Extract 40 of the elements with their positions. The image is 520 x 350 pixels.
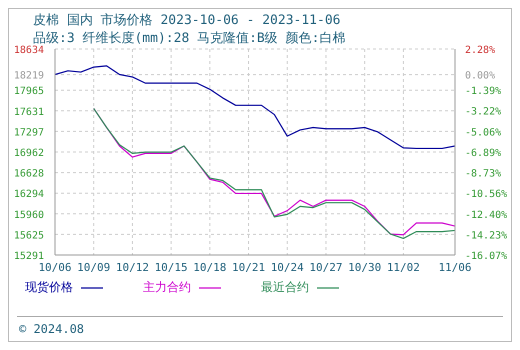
x-tick-label: 10/06 xyxy=(38,260,72,274)
x-tick-label: 10/12 xyxy=(116,260,149,274)
text: © 2024.08 xyxy=(19,322,84,336)
y-tick-label: 16294 xyxy=(14,189,44,200)
x-tick-label: 10/27 xyxy=(309,260,343,274)
chart-subtitle: 品级:3 纤维长度(mm):28 马克隆值:B级 颜色:白棉 xyxy=(33,30,346,46)
legend-label: 现货价格 xyxy=(25,279,74,296)
y-tick-label: 15960 xyxy=(14,210,44,221)
y-tick-label: 17631 xyxy=(14,106,44,118)
y2-tick-label: -6.89% xyxy=(465,148,502,159)
y2-tick-label: -12.40% xyxy=(465,210,508,221)
y-tick-label: 18634 xyxy=(14,45,44,56)
chart-title: 皮棉 国内 市场价格 2023-10-06 - 2023-11-06 xyxy=(33,12,340,29)
legend-label: 主力合约 xyxy=(143,279,192,296)
x-tick-label: 11/02 xyxy=(386,260,420,274)
y2-tick-label: -5.06% xyxy=(465,127,502,138)
x-tick-label: 10/18 xyxy=(193,260,226,274)
y-tick-label: 16628 xyxy=(14,168,44,180)
x-tick-label: 10/24 xyxy=(270,260,304,274)
y2-tick-label: -14.23% xyxy=(465,230,508,242)
y-tick-label: 18219 xyxy=(14,70,44,82)
y-tick-label: 15291 xyxy=(14,251,44,262)
line-series xyxy=(55,65,455,150)
y-tick-label: 16962 xyxy=(14,148,44,160)
y-tick-label: 17297 xyxy=(14,127,44,138)
x-tick-label: 10/30 xyxy=(348,260,382,274)
x-tick-label: 10/09 xyxy=(77,260,110,274)
y2-tick-label: -8.73% xyxy=(465,168,502,180)
y-tick-label: 17965 xyxy=(14,86,44,98)
y-tick-label: 15625 xyxy=(14,230,44,242)
y2-tick-label: -10.56% xyxy=(465,189,508,200)
y2-tick-label: -16.07% xyxy=(465,251,508,262)
x-tick-label: 11/06 xyxy=(438,260,472,274)
legend-label: 最近合约 xyxy=(261,279,310,296)
y2-tick-label: 2.28% xyxy=(465,45,496,56)
y2-tick-label: -1.39% xyxy=(465,86,502,98)
y2-tick-label: -3.22% xyxy=(465,106,502,118)
x-tick-label: 10/15 xyxy=(154,260,188,274)
y2-tick-label: 0.00% xyxy=(465,70,496,82)
x-tick-label: 10/21 xyxy=(232,260,266,274)
